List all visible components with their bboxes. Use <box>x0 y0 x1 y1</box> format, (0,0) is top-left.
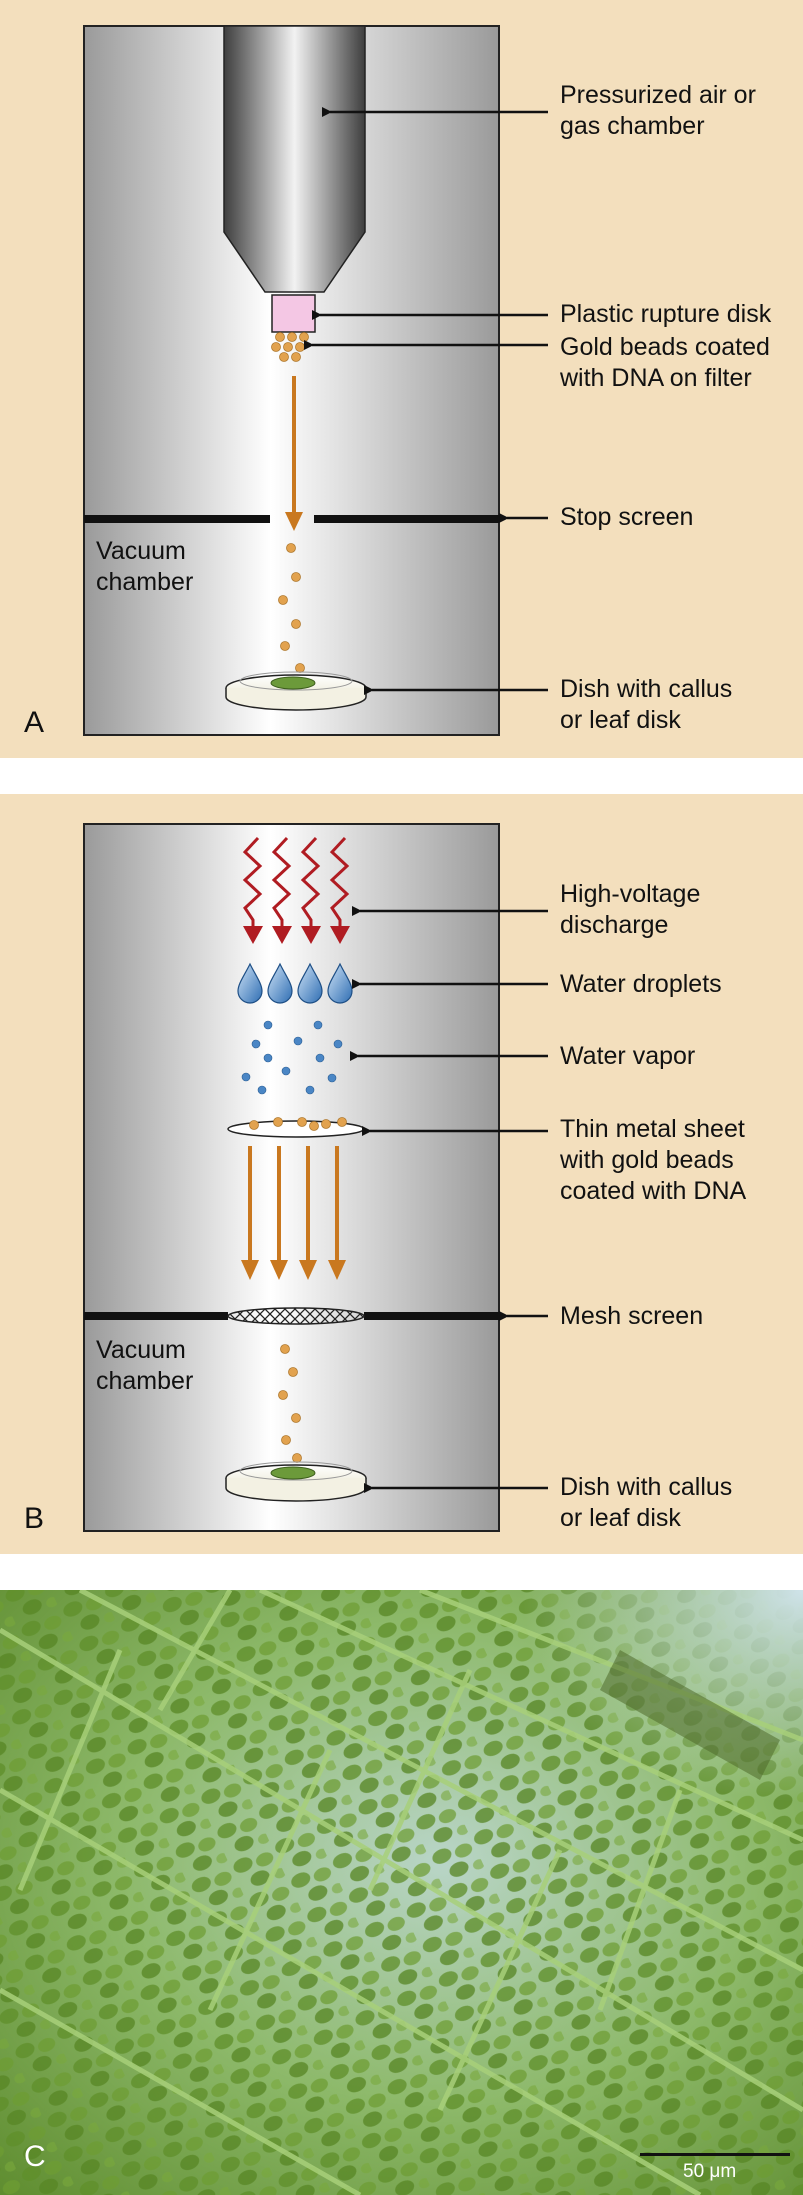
rupture-disk <box>271 294 316 333</box>
panel-letter-a: A <box>24 706 45 739</box>
stop-screen-right <box>314 515 499 523</box>
label-water-vapor: Water vapor <box>560 1042 696 1070</box>
cell-walls <box>0 1590 803 2195</box>
discharge-arrowheads <box>243 926 350 944</box>
vacuum-chamber-b <box>83 823 500 1532</box>
gas-chamber <box>223 25 366 293</box>
pointer-arrows-a <box>304 107 548 695</box>
leaf-disk-b <box>270 1466 316 1480</box>
label-rupture-disk: Plastic rupture disk <box>560 300 772 328</box>
label-dish-a: Dish with callus or leaf disk <box>560 675 733 734</box>
high-voltage-discharge <box>242 836 350 930</box>
panel-a: Pressurized air or gas chamber Plastic r… <box>0 0 803 758</box>
gold-beads-cluster <box>271 332 309 362</box>
leaf-cells-micrograph <box>0 1590 803 2195</box>
water-droplets <box>237 962 353 1004</box>
panel-c-micrograph: 50 μm C <box>0 1590 803 2195</box>
panel-b-diagram <box>83 823 548 1532</box>
sheet-gold-beads <box>249 1117 347 1131</box>
vascular-strand <box>600 1650 780 1780</box>
falling-beads-a <box>278 543 305 673</box>
mesh-screen-right <box>364 1312 499 1320</box>
dish-b <box>225 1461 367 1502</box>
mesh-screen <box>227 1307 365 1325</box>
scale-bar-label: 50 μm <box>683 2161 737 2182</box>
label-mesh-screen: Mesh screen <box>560 1302 704 1330</box>
leaf-disk-a <box>270 676 316 690</box>
label-stop-screen: Stop screen <box>560 503 694 531</box>
vacuum-chamber-label-a: Vacuum chamber <box>96 537 194 596</box>
dish-a <box>225 671 367 711</box>
panel-b: High-voltage discharge Water droplets Wa… <box>0 794 803 1554</box>
scale-bar <box>640 2153 790 2156</box>
label-dish-b: Dish with callus or leaf disk <box>560 1473 733 1532</box>
label-discharge: High-voltage discharge <box>560 880 701 939</box>
mesh-screen-left <box>84 1312 228 1320</box>
panel-letter-b: B <box>24 1502 45 1535</box>
label-water-droplets: Water droplets <box>560 970 722 998</box>
panel-letter-c: C <box>24 2140 46 2173</box>
vacuum-chamber-label-b: Vacuum chamber <box>96 1336 194 1395</box>
panel-a-diagram <box>83 25 548 736</box>
water-vapor <box>241 1020 343 1095</box>
label-gold-beads: Gold beads coated with DNA on filter <box>560 333 770 392</box>
label-gas-chamber: Pressurized air or gas chamber <box>560 81 756 140</box>
label-thin-metal-sheet: Thin metal sheet with gold beads coated … <box>560 1115 747 1205</box>
pointer-arrows-b <box>350 906 548 1493</box>
stop-screen-left <box>84 515 270 523</box>
propulsion-arrows <box>248 1146 339 1264</box>
